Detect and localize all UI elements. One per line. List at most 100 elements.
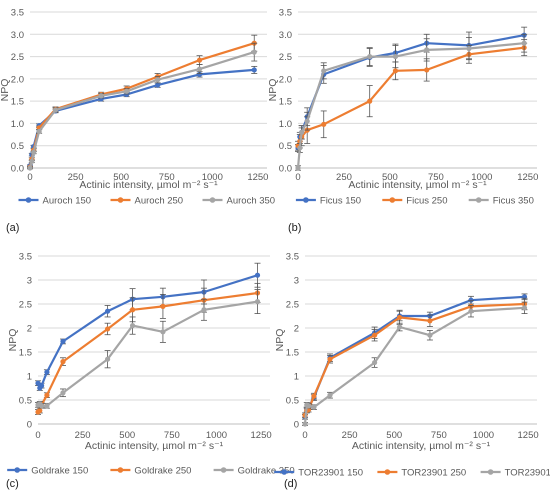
data-point: [427, 332, 433, 338]
chart-panel-c: 0 0.5 1 1.5 2 2.5 3 3.5 0 250 500 750 1000 1250 NPQ Act…: [6, 252, 295, 491]
legend-entry: Goldrake 350: [238, 466, 295, 477]
series-auroch-250: [27, 34, 258, 170]
x-tick-label: 0: [27, 172, 32, 183]
series-line: [303, 306, 525, 425]
data-point: [105, 356, 111, 362]
y-tick-label: 2.5: [11, 52, 24, 63]
y-tick-label: 2.5: [279, 52, 292, 63]
y-axis-label: NPQ: [7, 329, 19, 352]
legend-entry: Ficus 250: [406, 196, 447, 207]
data-point: [424, 67, 430, 73]
y-tick-label: 3: [294, 276, 299, 287]
data-point: [468, 297, 474, 303]
data-point: [424, 47, 430, 53]
x-tick-label: 500: [386, 430, 402, 441]
data-point: [29, 158, 35, 164]
y-axis-label: NPQ: [274, 329, 286, 352]
legend-swatch-marker: [281, 469, 288, 475]
series-line: [303, 302, 525, 416]
x-tick-label: 250: [68, 172, 84, 183]
y-tick-label: 2.5: [286, 300, 299, 311]
y-tick-label: 0: [27, 420, 32, 431]
x-tick-label: 1000: [202, 172, 223, 183]
legend-swatch-marker: [389, 197, 396, 203]
x-tick-label: 500: [119, 430, 135, 441]
data-point: [60, 390, 66, 396]
x-tick-label: 750: [431, 430, 447, 441]
data-point: [304, 118, 310, 124]
legend-entry: Auroch 350: [227, 196, 276, 207]
data-point: [37, 407, 43, 414]
data-point: [44, 392, 50, 398]
y-tick-label: 2.0: [11, 74, 24, 85]
legend-swatch-marker: [220, 467, 227, 473]
data-point: [160, 329, 166, 335]
series-goldrake-250: [35, 282, 261, 415]
y-tick-label: 0.5: [279, 141, 292, 152]
y-tick-label: 3.5: [279, 8, 292, 19]
x-tick-label: 250: [342, 430, 358, 441]
data-point: [254, 299, 261, 305]
data-point: [367, 98, 373, 104]
data-point: [254, 272, 261, 278]
panel-label: (c): [6, 478, 19, 490]
data-point: [392, 53, 399, 60]
data-point: [155, 82, 161, 88]
data-point: [305, 403, 312, 409]
x-tick-label: 0: [35, 430, 40, 441]
data-point: [196, 66, 203, 72]
data-point: [44, 403, 50, 409]
y-tick-label: 2.5: [19, 300, 32, 311]
y-tick-label: 3: [27, 276, 32, 287]
data-point: [60, 338, 66, 345]
legend-entry: Auroch 150: [43, 196, 92, 207]
data-point: [60, 359, 66, 365]
series-line: [37, 300, 258, 407]
data-point: [299, 129, 305, 135]
data-point: [466, 45, 472, 52]
legend-swatch-marker: [384, 469, 391, 475]
x-tick-label: 1250: [247, 172, 268, 183]
data-point: [129, 307, 136, 313]
x-tick-label: 500: [382, 172, 398, 183]
legend-entry: Auroch 250: [135, 196, 184, 207]
y-axis-label: NPQ: [0, 79, 11, 102]
data-point: [251, 67, 257, 73]
y-tick-label: 3.5: [11, 8, 24, 19]
data-point: [44, 369, 50, 375]
data-point: [196, 71, 203, 77]
data-point: [372, 359, 378, 366]
data-point: [327, 356, 333, 362]
panel-label: (a): [6, 222, 19, 234]
legend-swatch-marker: [25, 197, 32, 203]
data-point: [38, 403, 45, 409]
y-tick-label: 0.0: [279, 164, 292, 175]
data-point: [155, 77, 161, 83]
y-tick-label: 3.5: [19, 252, 32, 263]
chart-panel-a: 0.0 0.5 1.0 1.5 2.0 2.5 3.0 3.5 0 250 500 750 1000 12…: [0, 8, 275, 235]
series-goldrake-350: [35, 289, 261, 409]
data-point: [105, 326, 111, 332]
panel-label: (b): [288, 222, 301, 234]
chart-panel-b: 0.0 0.5 1.0 1.5 2.0 2.5 3.0 3.5 0 250 500 750 1000 12…: [267, 8, 538, 235]
data-point: [311, 404, 317, 410]
data-point: [98, 93, 104, 99]
data-point: [129, 323, 136, 329]
x-tick-label: 0: [295, 172, 300, 183]
x-tick-label: 0: [302, 430, 307, 441]
legend-entry: TOR23901 150: [298, 468, 363, 479]
x-tick-label: 1000: [206, 430, 227, 441]
y-tick-label: 3.0: [279, 30, 292, 41]
legend-swatch-marker: [117, 197, 124, 203]
x-axis-label: Actinic intensity, µmol m⁻² s⁻¹: [352, 440, 491, 452]
y-tick-label: 1.5: [286, 348, 299, 359]
x-tick-label: 750: [164, 430, 180, 441]
data-point: [468, 308, 474, 314]
data-point: [31, 149, 37, 155]
x-tick-label: 250: [336, 172, 352, 183]
data-point: [392, 68, 399, 74]
x-tick-label: 1250: [251, 430, 272, 441]
y-tick-label: 1.5: [279, 97, 292, 108]
panel-label: (d): [284, 478, 297, 490]
data-point: [295, 165, 301, 171]
